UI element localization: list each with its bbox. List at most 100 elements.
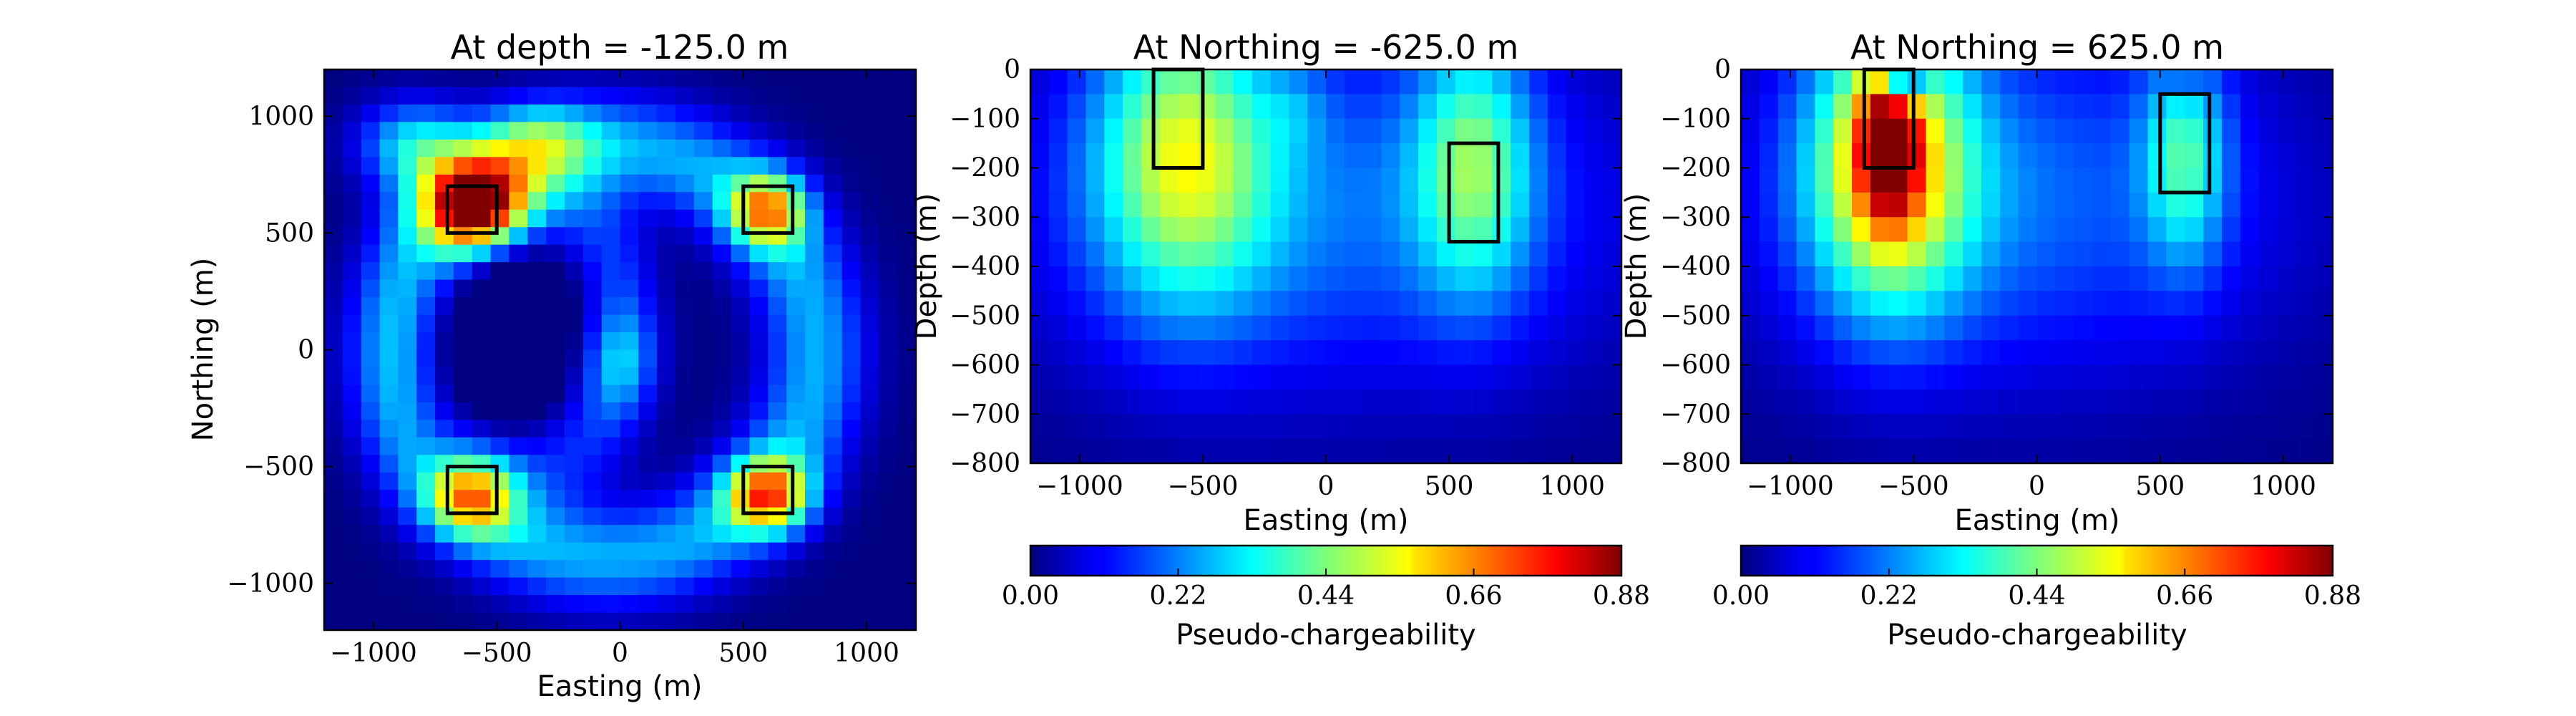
heatmap-cell — [897, 209, 917, 228]
heatmap-cell — [2258, 414, 2278, 440]
heatmap-cell — [1511, 315, 1530, 341]
heatmap-cell — [2110, 217, 2130, 243]
heatmap-cell — [879, 455, 898, 473]
heatmap-cell — [1584, 266, 1604, 291]
heatmap-cell — [1907, 143, 1927, 169]
heatmap-cell — [1307, 168, 1327, 193]
heatmap-cell — [1547, 69, 1567, 95]
heatmap-cell — [1888, 438, 1908, 464]
heatmap-cell — [342, 612, 362, 631]
heatmap-cell — [324, 174, 343, 193]
heatmap-cell — [693, 402, 713, 420]
heatmap-cell — [1436, 168, 1456, 193]
heatmap-cell — [1473, 143, 1493, 169]
heatmap-cell — [2166, 168, 2185, 193]
heatmap-cell — [768, 332, 787, 351]
heatmap-cell — [509, 542, 528, 561]
heatmap-cell — [860, 192, 879, 211]
heatmap-cell — [2110, 340, 2130, 366]
heatmap-cell — [509, 262, 528, 281]
heatmap-cell — [1326, 315, 1345, 341]
heatmap-cell — [1870, 94, 1890, 120]
heatmap-cell — [1344, 192, 1364, 218]
heatmap-cell — [693, 262, 713, 281]
heatmap-cell — [675, 174, 695, 193]
heatmap-cell — [1547, 315, 1567, 341]
x-tick-label: 0 — [1318, 472, 1335, 501]
x-tick-label: −500 — [462, 639, 532, 668]
y-tick-label: 0 — [298, 336, 314, 365]
heatmap-cell — [1547, 241, 1567, 267]
heatmap-cell — [324, 437, 343, 455]
heatmap-cell — [1270, 266, 1289, 291]
heatmap-cell — [657, 595, 676, 614]
heatmap-cell — [823, 612, 843, 631]
heatmap-cell — [768, 262, 787, 281]
heatmap-cell — [749, 209, 769, 228]
heatmap-cell — [712, 560, 732, 579]
heatmap-cell — [749, 279, 769, 298]
heatmap-cell — [712, 402, 732, 420]
heatmap-cell — [564, 595, 584, 614]
panel-2-y-axis-label: Depth (m) — [910, 193, 943, 340]
heatmap-cell — [472, 525, 492, 543]
heatmap-cell — [1252, 168, 1272, 193]
heatmap-cell — [860, 122, 879, 140]
heatmap-cell — [1233, 364, 1253, 390]
heatmap-cell — [1436, 340, 1456, 366]
heatmap-cell — [582, 472, 602, 490]
heatmap-cell — [2036, 340, 2056, 366]
heatmap-cell — [2185, 241, 2204, 267]
heatmap-cell — [2258, 266, 2278, 291]
heatmap-cell — [1981, 340, 2001, 366]
heatmap-cell — [897, 297, 917, 316]
heatmap-cell — [1870, 389, 1890, 415]
heatmap-cell — [490, 455, 510, 473]
heatmap-cell — [398, 244, 417, 263]
heatmap-cell — [879, 384, 898, 403]
heatmap-cell — [768, 612, 787, 631]
heatmap-cell — [564, 262, 584, 281]
heatmap-cell — [490, 104, 510, 123]
heatmap-cell — [1436, 241, 1456, 267]
heatmap-cell — [1123, 414, 1142, 440]
heatmap-cell — [2129, 241, 2149, 267]
heatmap-cell — [398, 542, 417, 561]
heatmap-cell — [1603, 69, 1622, 95]
heatmap-cell — [1326, 94, 1345, 120]
heatmap-cell — [416, 384, 436, 403]
heatmap-cell — [2018, 364, 2038, 390]
heatmap-cell — [1270, 69, 1289, 95]
heatmap-cell — [2036, 69, 2056, 95]
heatmap-cell — [2018, 291, 2038, 316]
heatmap-cell — [1528, 69, 1548, 95]
heatmap-cell — [675, 595, 695, 614]
heatmap-cell — [712, 227, 732, 246]
heatmap-cell — [1400, 414, 1419, 440]
heatmap-cell — [1159, 315, 1179, 341]
heatmap-cell — [1215, 389, 1234, 415]
heatmap-cell — [804, 367, 824, 386]
panel-2-colorbar-ticks: 0.00 0.22 0.44 0.66 0.88 — [1002, 569, 1650, 611]
heatmap-cell — [897, 490, 917, 508]
heatmap-cell — [379, 332, 399, 351]
heatmap-cell — [2221, 217, 2241, 243]
heatmap-cell — [638, 122, 658, 140]
heatmap-cell — [361, 577, 381, 596]
heatmap-cell — [582, 595, 602, 614]
heatmap-cell — [768, 490, 787, 508]
heatmap-cell — [582, 577, 602, 596]
heatmap-cell — [1418, 414, 1438, 440]
heatmap-cell — [546, 349, 565, 368]
heatmap-cell — [509, 227, 528, 246]
heatmap-cell — [324, 157, 343, 175]
heatmap-cell — [453, 122, 473, 140]
heatmap-cell — [860, 209, 879, 228]
heatmap-cell — [1436, 315, 1456, 341]
heatmap-cell — [841, 420, 862, 438]
heatmap-cell — [693, 525, 713, 543]
heatmap-cell — [1963, 168, 1982, 193]
heatmap-cell — [1178, 192, 1197, 218]
heatmap-cell — [1178, 118, 1197, 144]
heatmap-cell — [823, 384, 843, 403]
